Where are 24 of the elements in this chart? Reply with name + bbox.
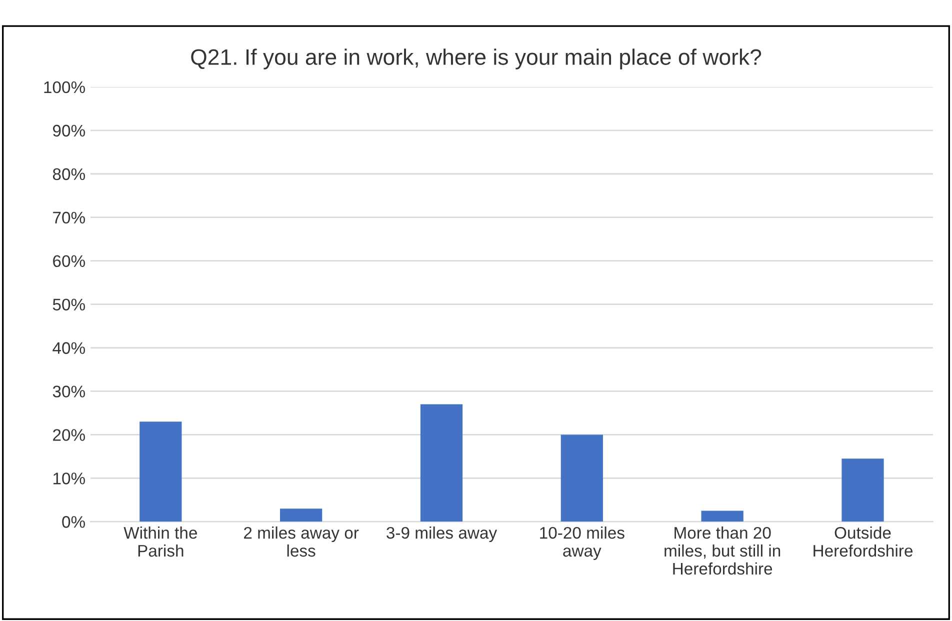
y-tick-label: 30% <box>52 386 85 398</box>
x-tick-label: 3-9 miles away <box>386 526 498 542</box>
bar <box>701 510 744 522</box>
x-tick-label: More than 20 miles, but still in Herefordshire <box>664 526 780 575</box>
x-tick-label: Outside Herefordshire <box>814 526 912 557</box>
y-tick-label: 10% <box>53 472 85 484</box>
y-tick-label: 100% <box>44 81 85 94</box>
bar <box>280 508 322 522</box>
bar <box>140 422 182 522</box>
bar <box>842 458 884 522</box>
y-tick-label: 20% <box>53 429 85 441</box>
bar <box>420 404 463 522</box>
x-tick-label: 2 miles away or less <box>244 526 359 557</box>
y-tick-label: 60% <box>53 255 85 268</box>
y-tick-label: 50% <box>52 298 85 310</box>
y-tick-label: 90% <box>53 124 85 137</box>
y-tick-label: 70% <box>53 212 85 224</box>
y-tick-label: 40% <box>52 342 85 354</box>
x-tick-label: Within the Parish <box>124 526 197 557</box>
chart-title: Q21. If you are in work, where is your main place of work? <box>191 48 762 70</box>
y-tick-label: 80% <box>52 168 85 180</box>
x-tick-label: 10-20 miles away <box>540 526 624 560</box>
bar <box>560 434 603 522</box>
y-tick-label: 0% <box>62 516 85 528</box>
